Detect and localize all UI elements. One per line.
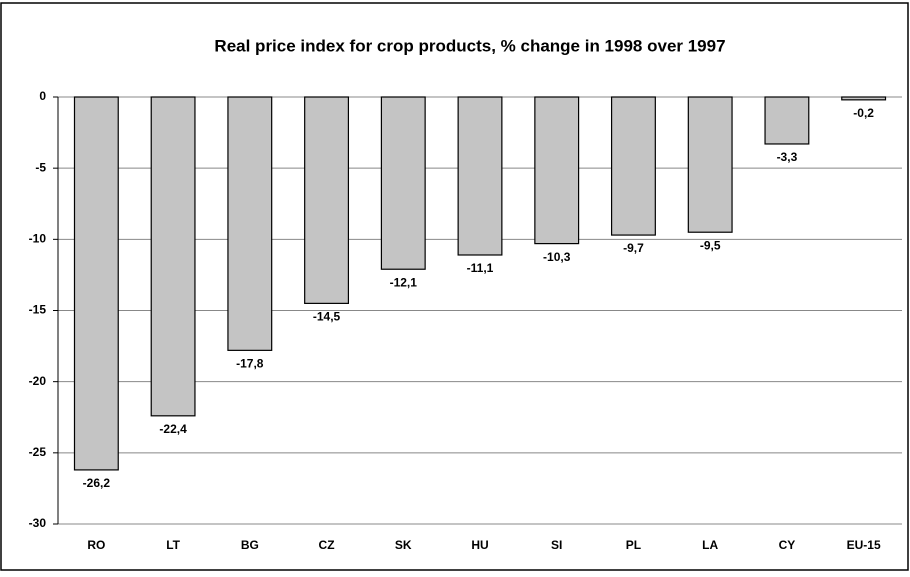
bar bbox=[534, 96, 580, 245]
y-tick-label: 0 bbox=[39, 89, 46, 103]
bar bbox=[227, 96, 273, 351]
value-label: -0,2 bbox=[853, 106, 874, 120]
value-label: -9,5 bbox=[700, 238, 721, 252]
x-tick-label: SK bbox=[395, 538, 412, 552]
y-tick-label: -20 bbox=[29, 374, 47, 388]
value-label: -26,2 bbox=[83, 476, 111, 490]
x-tick-label: SI bbox=[551, 538, 562, 552]
value-label: -22,4 bbox=[159, 422, 187, 436]
bar bbox=[610, 96, 656, 236]
bar bbox=[764, 96, 810, 145]
chart-title: Real price index for crop products, % ch… bbox=[214, 36, 725, 55]
value-label: -3,3 bbox=[777, 150, 798, 164]
bar bbox=[304, 96, 350, 304]
x-tick-label: CY bbox=[779, 538, 796, 552]
value-label: -12,1 bbox=[390, 275, 418, 289]
x-tick-label: PL bbox=[626, 538, 641, 552]
x-tick-label: LT bbox=[166, 538, 180, 552]
value-label: -17,8 bbox=[236, 357, 264, 371]
y-tick-label: -5 bbox=[35, 160, 46, 174]
x-tick-label: CZ bbox=[319, 538, 335, 552]
x-tick-label: BG bbox=[241, 538, 259, 552]
bar bbox=[457, 96, 503, 256]
value-label: -10,3 bbox=[543, 250, 571, 264]
x-tick-label: RO bbox=[87, 538, 105, 552]
x-tick-label: EU-15 bbox=[847, 538, 881, 552]
x-tick-label: LA bbox=[702, 538, 718, 552]
bar bbox=[73, 96, 119, 471]
value-label: -9,7 bbox=[623, 241, 644, 255]
bar bbox=[687, 96, 733, 233]
y-tick-label: -30 bbox=[29, 516, 47, 530]
y-tick-label: -10 bbox=[29, 232, 47, 246]
bar bbox=[150, 96, 196, 417]
y-tick-label: -15 bbox=[29, 303, 47, 317]
y-tick-label: -25 bbox=[29, 445, 47, 459]
value-label: -14,5 bbox=[313, 310, 341, 324]
value-label: -11,1 bbox=[467, 261, 494, 275]
bar bbox=[380, 96, 426, 270]
x-tick-label: HU bbox=[471, 538, 488, 552]
bar bbox=[841, 96, 887, 101]
